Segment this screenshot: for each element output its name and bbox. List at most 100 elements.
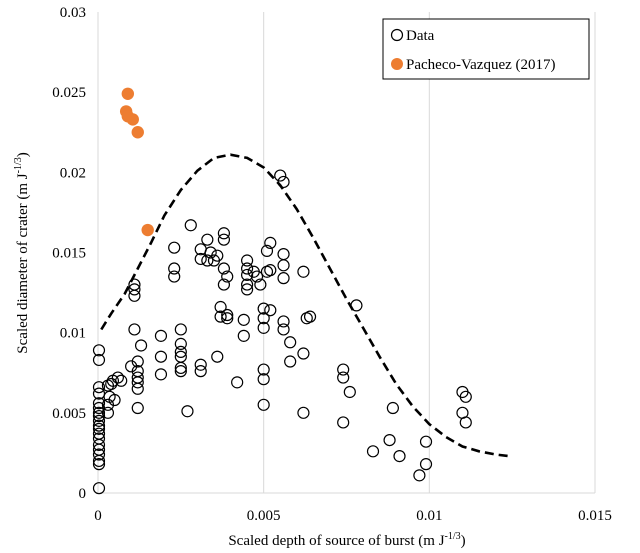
data-point	[459, 390, 472, 403]
data-point	[134, 339, 148, 352]
data-point	[101, 406, 115, 419]
data-point	[92, 397, 106, 410]
data-point	[277, 259, 290, 272]
y-tick-label: 0.015	[52, 246, 86, 262]
data-point	[154, 329, 168, 342]
data-point	[237, 329, 250, 342]
data-point	[168, 241, 181, 254]
data-point	[257, 363, 270, 376]
data-point	[257, 398, 270, 411]
data-point	[128, 283, 141, 296]
data-point	[128, 289, 141, 302]
data-point	[241, 278, 254, 291]
data-point	[254, 278, 267, 291]
data-point	[217, 227, 231, 240]
data-points-layer	[92, 169, 472, 495]
data-point	[194, 365, 207, 378]
data-point	[257, 373, 270, 386]
data-point	[115, 374, 128, 387]
data-point	[92, 458, 106, 471]
data-point	[181, 405, 194, 418]
legend-box	[382, 18, 590, 80]
data-point	[111, 371, 124, 384]
data-point	[131, 382, 144, 395]
y-tick-label: 0.02	[60, 165, 86, 181]
data-point	[257, 312, 270, 325]
data-point	[231, 376, 244, 389]
y-tick-label: 0	[79, 486, 87, 502]
data-point	[92, 381, 106, 394]
data-point	[92, 432, 106, 445]
data-point	[221, 308, 234, 322]
data-point	[92, 427, 106, 440]
data-point	[131, 401, 144, 415]
data-point	[303, 310, 317, 323]
data-point	[221, 270, 234, 283]
data-point	[274, 169, 287, 182]
data-point	[154, 350, 168, 363]
pacheco-point	[121, 87, 135, 100]
data-point	[211, 350, 224, 363]
data-point	[297, 347, 310, 360]
x-tick-label: 0	[94, 508, 102, 524]
data-point	[92, 414, 106, 427]
y-tick-label: 0.01	[60, 326, 86, 342]
data-point	[92, 409, 106, 423]
data-point	[264, 304, 277, 317]
data-point	[459, 416, 472, 429]
data-point	[241, 254, 254, 267]
data-point	[250, 270, 264, 283]
data-point	[174, 337, 187, 350]
data-point	[343, 385, 356, 399]
y-tick-label: 0.005	[52, 406, 86, 422]
data-point	[201, 233, 214, 246]
data-point	[241, 268, 254, 282]
data-point	[337, 371, 350, 384]
data-point	[337, 416, 350, 429]
data-point	[241, 283, 254, 296]
data-point	[174, 350, 187, 363]
x-axis-label: Scaled depth of source of burst (m J-1/3…	[228, 531, 465, 549]
pacheco-point	[141, 223, 154, 237]
data-point	[366, 445, 380, 458]
pacheco-points-layer	[119, 87, 154, 237]
legend: Data Pacheco-Vazquez (2017)	[382, 18, 590, 80]
legend-data-label: Data	[406, 28, 435, 44]
data-point	[350, 299, 363, 312]
data-point	[128, 278, 141, 291]
y-tick-labels: 0 0.005 0.01 0.015 0.02 0.025 0.03	[52, 5, 86, 502]
data-point	[211, 249, 224, 262]
data-point	[217, 262, 231, 275]
data-point	[386, 401, 399, 415]
data-point	[257, 302, 270, 315]
legend-data-marker	[390, 28, 404, 42]
data-point	[184, 219, 197, 232]
data-point	[131, 376, 144, 389]
data-point	[260, 244, 274, 257]
data-point	[221, 312, 234, 325]
data-point	[393, 450, 406, 463]
data-point	[108, 393, 121, 407]
data-point	[277, 248, 290, 261]
pacheco-point	[126, 113, 139, 126]
data-point	[264, 236, 277, 249]
data-point	[92, 406, 106, 419]
data-point	[214, 300, 227, 314]
data-point	[168, 270, 181, 283]
data-point	[174, 361, 187, 375]
data-point	[419, 458, 433, 471]
data-point	[92, 448, 106, 461]
data-point	[154, 368, 168, 381]
data-point	[194, 358, 207, 371]
pacheco-point	[131, 126, 144, 139]
data-point	[92, 422, 106, 435]
data-point	[419, 435, 433, 448]
data-point	[92, 482, 106, 495]
x-tick-labels: 0 0.005 0.01 0.015	[94, 508, 612, 524]
data-point	[237, 313, 250, 326]
data-point	[413, 469, 426, 482]
data-point	[297, 265, 310, 278]
data-point	[264, 264, 277, 277]
y-axis-label: Scaled diameter of crater (m J-1/3)	[13, 152, 31, 353]
